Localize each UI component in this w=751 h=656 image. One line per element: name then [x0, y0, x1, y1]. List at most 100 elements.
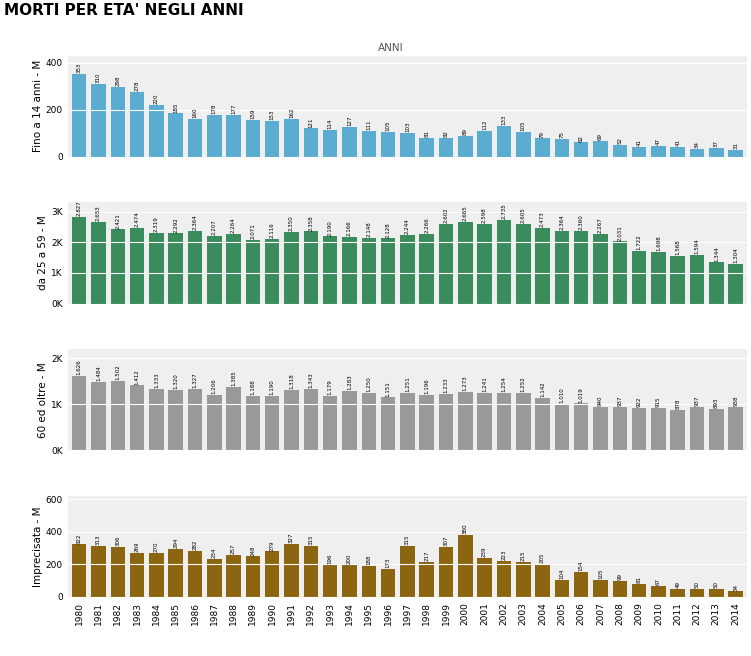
- Text: 105: 105: [598, 569, 603, 579]
- Text: 2.364: 2.364: [559, 215, 565, 230]
- Text: 2.474: 2.474: [134, 211, 140, 227]
- Bar: [496, 393, 511, 450]
- Bar: [323, 130, 337, 157]
- Bar: [478, 224, 492, 304]
- Bar: [285, 390, 299, 450]
- Y-axis label: da 25 a 59 - M: da 25 a 59 - M: [38, 216, 48, 291]
- Bar: [168, 390, 183, 450]
- Text: 50: 50: [695, 581, 699, 588]
- Bar: [246, 240, 260, 304]
- Text: 217: 217: [424, 550, 430, 561]
- Bar: [439, 138, 454, 157]
- Bar: [671, 589, 685, 597]
- Bar: [226, 234, 241, 304]
- Text: 1.502: 1.502: [116, 365, 120, 380]
- Bar: [709, 409, 724, 450]
- Text: 2.267: 2.267: [598, 218, 603, 234]
- Text: 1.318: 1.318: [289, 373, 294, 389]
- Bar: [671, 148, 685, 157]
- Bar: [632, 584, 647, 597]
- Text: 52: 52: [617, 137, 623, 144]
- Text: 298: 298: [116, 75, 120, 86]
- Text: 34: 34: [733, 584, 738, 590]
- Bar: [728, 407, 743, 450]
- Text: 1.188: 1.188: [250, 379, 255, 395]
- Text: 2.665: 2.665: [463, 205, 468, 221]
- Text: 178: 178: [212, 104, 217, 114]
- Text: 248: 248: [250, 545, 255, 556]
- Text: 127: 127: [347, 115, 352, 126]
- Bar: [709, 148, 724, 157]
- Text: 270: 270: [154, 542, 159, 552]
- Bar: [496, 126, 511, 157]
- Text: 1.206: 1.206: [212, 379, 217, 394]
- Text: 196: 196: [327, 554, 333, 564]
- Bar: [130, 385, 144, 450]
- Bar: [91, 84, 106, 157]
- Text: 1.594: 1.594: [695, 238, 699, 254]
- Bar: [690, 149, 704, 157]
- Bar: [246, 119, 260, 157]
- Text: 1.327: 1.327: [192, 373, 198, 388]
- Bar: [323, 396, 337, 450]
- Bar: [361, 237, 376, 304]
- Bar: [555, 404, 569, 450]
- Bar: [265, 239, 279, 304]
- Bar: [420, 562, 434, 597]
- Bar: [130, 553, 144, 597]
- Text: 2.266: 2.266: [424, 218, 430, 234]
- Text: 1.151: 1.151: [385, 380, 391, 396]
- Bar: [671, 410, 685, 450]
- Bar: [574, 572, 589, 597]
- Bar: [516, 562, 530, 597]
- Bar: [496, 561, 511, 597]
- Bar: [246, 396, 260, 450]
- Bar: [188, 119, 202, 157]
- Bar: [478, 131, 492, 157]
- Bar: [535, 564, 550, 597]
- Text: 269: 269: [134, 542, 140, 552]
- Text: 1.250: 1.250: [366, 377, 371, 392]
- Text: 1.385: 1.385: [231, 370, 236, 386]
- Text: 2.473: 2.473: [540, 211, 545, 227]
- Text: 2.598: 2.598: [482, 207, 487, 223]
- Text: 940: 940: [598, 396, 603, 406]
- Text: 234: 234: [212, 548, 217, 558]
- Bar: [381, 398, 395, 450]
- Bar: [168, 234, 183, 304]
- Bar: [381, 238, 395, 304]
- Bar: [400, 546, 415, 597]
- Bar: [555, 139, 569, 157]
- Text: 239: 239: [482, 546, 487, 557]
- Text: 81: 81: [637, 576, 641, 583]
- Text: 1.626: 1.626: [77, 359, 82, 375]
- Text: 380: 380: [463, 523, 468, 534]
- Bar: [303, 129, 318, 157]
- Bar: [285, 232, 299, 304]
- Bar: [130, 228, 144, 304]
- Bar: [149, 389, 164, 450]
- Text: 69: 69: [598, 133, 603, 140]
- Text: 114: 114: [327, 119, 333, 129]
- Bar: [168, 549, 183, 597]
- Bar: [516, 133, 530, 157]
- Text: 41: 41: [637, 140, 641, 146]
- Text: 2.827: 2.827: [77, 200, 82, 216]
- Text: 315: 315: [405, 534, 410, 544]
- Bar: [574, 142, 589, 157]
- Text: 1.241: 1.241: [482, 377, 487, 392]
- Bar: [149, 232, 164, 304]
- Text: 2.031: 2.031: [617, 225, 623, 241]
- Bar: [478, 393, 492, 450]
- Bar: [690, 589, 704, 597]
- Text: 282: 282: [192, 540, 198, 550]
- Text: 121: 121: [309, 117, 313, 128]
- Text: 310: 310: [96, 73, 101, 83]
- Text: 2.244: 2.244: [405, 218, 410, 234]
- Bar: [149, 105, 164, 157]
- Text: 104: 104: [559, 569, 565, 579]
- Bar: [207, 236, 222, 304]
- Bar: [690, 407, 704, 450]
- Bar: [91, 546, 106, 597]
- Text: 1.142: 1.142: [540, 381, 545, 397]
